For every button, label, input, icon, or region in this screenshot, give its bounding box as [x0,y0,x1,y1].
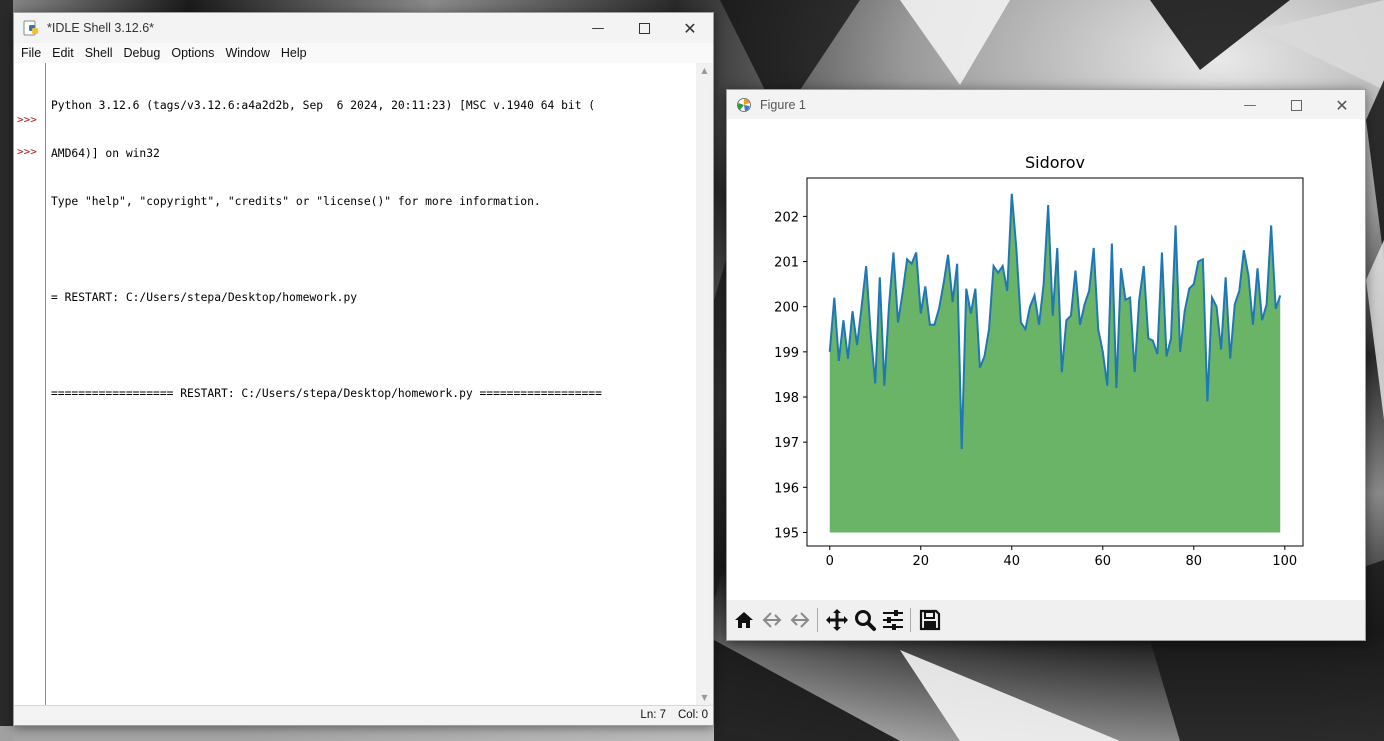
shell-prompt: >>> [17,145,37,158]
x-tick-label: 60 [1095,554,1112,569]
area-chart[interactable]: 0 20 40 60 80 100 195 196 197 198 199 200 201 202 Sido… [727,119,1365,600]
back-button[interactable] [759,607,785,633]
shell-prompt: >>> [17,113,37,126]
axes-frame [806,177,1304,547]
area-fill [829,193,1281,533]
shell-output[interactable]: Python 3.12.6 (tags/v3.12.6:a4a2d2b, Sep… [51,66,697,434]
y-tick-label: 201 [774,256,799,271]
figure-titlebar[interactable]: Figure 1 — ✕ [727,90,1365,119]
idle-menubar: File Edit Shell Debug Options Window Hel… [14,43,713,63]
shell-line: ================== RESTART: C:/Users/ste… [51,387,602,400]
python-idle-icon [23,20,38,36]
status-column: Col: 0 [677,709,708,721]
x-tick-label: 80 [1186,554,1203,569]
minimize-button[interactable]: — [575,13,621,43]
close-button[interactable]: ✕ [667,13,713,43]
shell-line [51,242,697,258]
configure-icon [883,610,903,630]
x-tick-label: 20 [912,554,929,569]
menu-options[interactable]: Options [171,46,215,60]
toolbar-separator [817,608,818,632]
figure-window[interactable]: Figure 1 — ✕ 0 20 40 60 80 100 195 196 197 198 199… [726,89,1366,641]
status-bar: Ln: 7 Col: 0 [14,705,713,725]
minimize-icon: — [591,20,605,36]
y-tick-label: 195 [774,526,799,541]
series-line [828,193,1282,449]
x-tick-label: 100 [1272,554,1297,569]
plot-canvas[interactable]: 0 20 40 60 80 100 195 196 197 198 199 200 201 202 Sido… [727,119,1365,600]
status-line: Ln: 7 [640,709,666,721]
pan-icon [826,609,848,631]
idle-shell-window[interactable]: *IDLE Shell 3.12.6* — ✕ File Edit Shell … [13,12,714,726]
shell-line: AMD64)] on win32 [51,147,160,160]
idle-titlebar[interactable]: *IDLE Shell 3.12.6* — ✕ [14,13,713,43]
menu-edit[interactable]: Edit [52,46,74,60]
chart-title: Sidorov [1025,153,1085,172]
home-button[interactable] [731,607,757,633]
menu-shell[interactable]: Shell [84,46,113,60]
gutter-divider [45,63,46,705]
close-icon: ✕ [683,18,697,38]
prompt-gutter [14,63,45,705]
home-icon [735,612,753,628]
forward-button[interactable] [787,607,813,633]
menu-file[interactable]: File [21,46,42,60]
menu-window[interactable]: Window [225,46,270,60]
scroll-down-icon[interactable]: ▼ [701,693,708,702]
vertical-scrollbar[interactable]: ▲ ▼ [696,63,713,705]
close-icon: ✕ [1335,95,1349,115]
back-icon [762,612,782,628]
maximize-button[interactable] [621,13,667,43]
menu-help[interactable]: Help [280,46,307,60]
y-tick-label: 200 [774,301,799,316]
close-button[interactable]: ✕ [1319,90,1365,120]
y-tick-label: 197 [774,436,799,451]
scroll-up-icon[interactable]: ▲ [701,66,708,75]
minimize-button[interactable]: — [1227,90,1273,120]
y-tick-label: 198 [774,391,799,406]
y-tick-label: 202 [774,210,799,225]
save-button[interactable] [917,607,943,633]
forward-icon [790,612,810,628]
shell-line [51,338,697,354]
y-tick-label: 199 [774,346,799,361]
zoom-icon [855,610,876,631]
zoom-button[interactable] [852,607,878,633]
shell-line: Type "help", "copyright", "credits" or "… [51,195,541,208]
save-icon [919,609,941,631]
maximize-button[interactable] [1273,90,1319,120]
pan-button[interactable] [824,607,850,633]
maximize-icon [1290,99,1302,111]
x-tick-label: 0 [826,554,834,569]
shell-line: Python 3.12.6 (tags/v3.12.6:a4a2d2b, Sep… [51,99,596,112]
shell-line: = RESTART: C:/Users/stepa/Desktop/homewo… [51,291,358,304]
minimize-icon: — [1243,97,1257,113]
maximize-icon [638,22,650,34]
navigation-toolbar [727,600,1365,640]
menu-debug[interactable]: Debug [123,46,161,60]
matplotlib-icon [737,97,751,112]
x-tick-label: 40 [1003,554,1020,569]
configure-button[interactable] [880,607,906,633]
toolbar-separator [910,608,911,632]
y-tick-label: 196 [774,481,799,496]
idle-window-title: *IDLE Shell 3.12.6* [47,21,155,35]
figure-window-title: Figure 1 [760,97,806,112]
